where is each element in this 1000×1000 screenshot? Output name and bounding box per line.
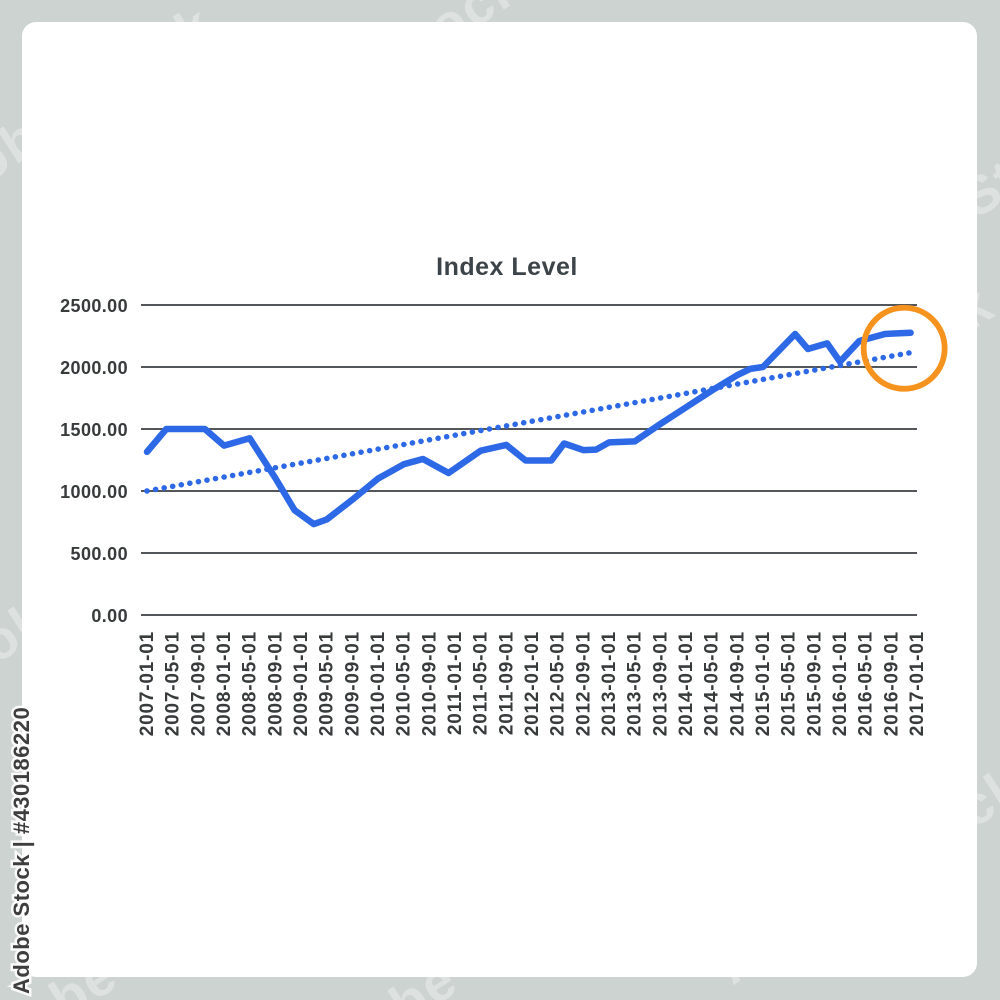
x-tick-label: 2009-01-01 <box>291 631 312 736</box>
x-tick-label: 2016-01-01 <box>830 631 851 736</box>
image-card <box>22 22 977 977</box>
x-tick-label: 2011-01-01 <box>445 631 466 735</box>
adobe-stock-ghost-watermark: Adobe Stock <box>0 849 274 1000</box>
y-tick-label: 0.00 <box>91 606 128 626</box>
x-tick-label: 2013-01-01 <box>599 631 620 736</box>
x-tick-label: 2016-05-01 <box>856 631 877 736</box>
x-tick-label: 2010-01-01 <box>368 631 389 736</box>
y-tick-label: 2500.00 <box>60 296 128 316</box>
y-tick-label: 500.00 <box>71 544 128 564</box>
x-tick-label: 2008-09-01 <box>265 631 286 736</box>
highlight-circle <box>860 304 948 392</box>
annotation-layer <box>860 304 948 392</box>
x-tick-label: 2011-05-01 <box>471 631 492 735</box>
x-tick-label: 2017-01-01 <box>907 631 928 736</box>
adobe-stock-credit-watermark: Adobe Stock | #430186220 <box>9 707 34 994</box>
adobe-stock-ghost-watermark: Adobe Stock <box>0 0 224 236</box>
y-tick-label: 1000.00 <box>60 482 128 502</box>
x-tick-label: 2013-09-01 <box>650 631 671 736</box>
x-tick-label: 2009-09-01 <box>342 631 363 736</box>
x-tick-label: 2016-09-01 <box>881 631 902 736</box>
x-tick-label: 2008-01-01 <box>214 631 235 736</box>
x-tick-label: 2011-09-01 <box>496 631 517 735</box>
x-tick-label: 2013-05-01 <box>625 631 646 736</box>
x-tick-label: 2010-05-01 <box>394 631 415 736</box>
x-tick-label: 2014-01-01 <box>676 631 697 736</box>
x-tick-label: 2014-09-01 <box>727 631 748 736</box>
y-tick-label: 2000.00 <box>60 358 128 378</box>
y-tick-label: 1500.00 <box>60 420 128 440</box>
adobe-stock-ghost-watermark: Adobe Stock <box>706 754 1000 996</box>
index-level-line <box>143 329 914 528</box>
x-tick-label: 2014-05-01 <box>702 631 723 736</box>
x-tick-label: 2015-05-01 <box>779 631 800 736</box>
x-tick-label: 2015-09-01 <box>804 631 825 736</box>
x-tick-label: 2010-09-01 <box>419 631 440 736</box>
x-tick-label: 2007-01-01 <box>137 631 158 736</box>
gridline-layer <box>141 304 917 616</box>
adobe-stock-ghost-watermark: Adobe Stock <box>206 0 534 196</box>
x-tick-label: 2012-01-01 <box>522 631 543 736</box>
x-tick-label: 2008-05-01 <box>240 631 261 736</box>
x-tick-label: 2007-09-01 <box>188 631 209 736</box>
x-tick-label: 2015-01-01 <box>753 631 774 736</box>
adobe-stock-ghost-watermark: Adobe Stock <box>346 194 674 436</box>
trend-dotted-line <box>144 348 920 494</box>
x-tick-label: 2012-09-01 <box>573 631 594 736</box>
x-tick-label: 2009-05-01 <box>317 631 338 736</box>
series-layer <box>143 329 920 528</box>
adobe-stock-ghost-watermark: Adobe Stock <box>526 14 854 256</box>
chart-title: Index Level <box>436 253 578 281</box>
axis-label-layer: 2500.00 2000.00 1500.00 1000.00 500.00 0.00 20… <box>60 296 928 736</box>
x-tick-label: 2012-05-01 <box>548 631 569 736</box>
x-tick-label: 2007-05-01 <box>163 631 184 736</box>
